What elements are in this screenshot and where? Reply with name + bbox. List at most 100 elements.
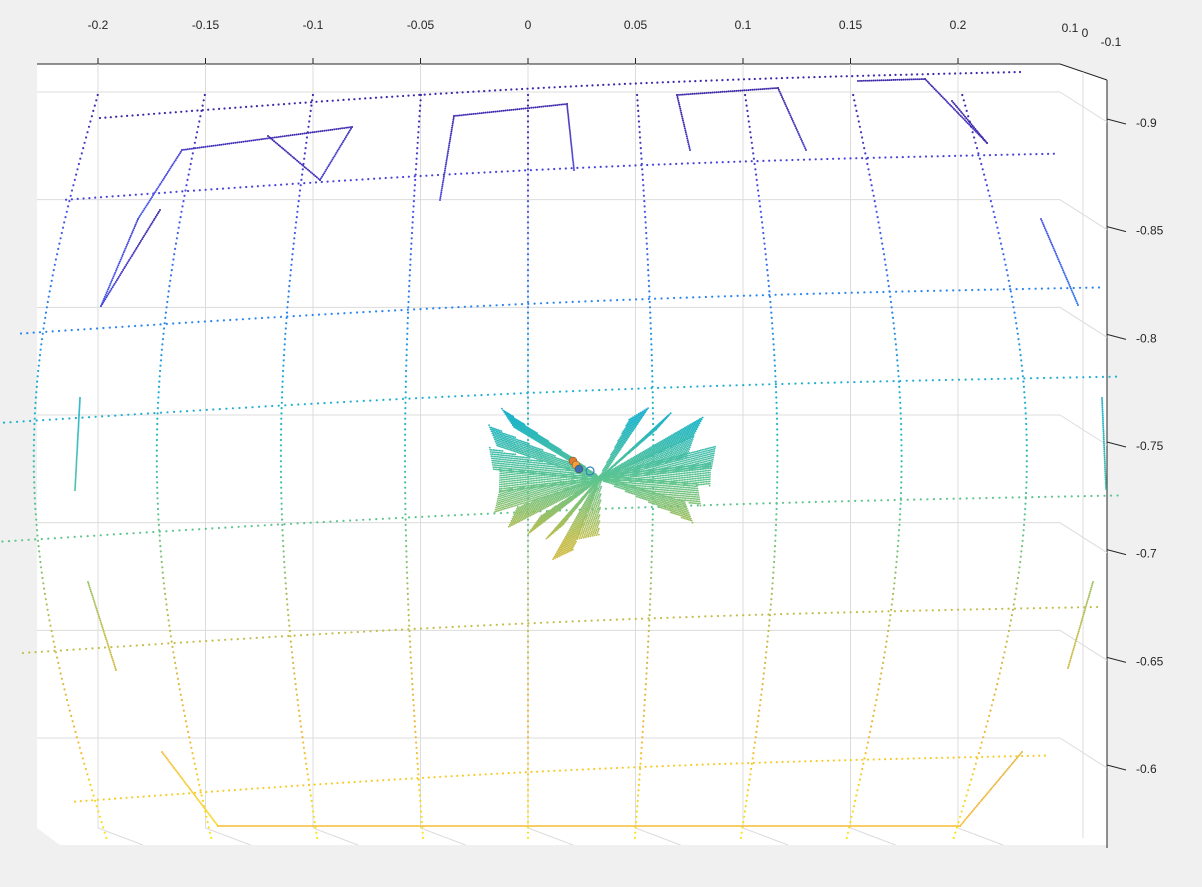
grid-point xyxy=(303,157,306,160)
grid-point xyxy=(603,299,606,302)
grid-point xyxy=(750,141,753,144)
grid-point xyxy=(997,778,1000,781)
grid-point xyxy=(1011,496,1014,499)
fan-point xyxy=(531,445,534,448)
grid-point xyxy=(456,91,459,94)
grid-point xyxy=(644,688,647,691)
grid-point xyxy=(1070,495,1073,498)
grid-point xyxy=(747,115,750,118)
grid-point xyxy=(186,178,189,181)
grid-point xyxy=(184,189,187,192)
grid-point xyxy=(770,761,773,764)
fan-point xyxy=(556,468,559,471)
grid-point xyxy=(644,216,647,219)
grid-point xyxy=(156,187,159,190)
grid-point xyxy=(965,817,968,820)
grid-point xyxy=(526,131,530,134)
grid-point xyxy=(212,818,215,821)
grid-point xyxy=(563,825,565,827)
grid-point xyxy=(439,199,441,201)
grid-point xyxy=(47,650,50,653)
grid-point xyxy=(292,247,295,250)
grid-point xyxy=(526,757,530,760)
grid-point xyxy=(336,782,339,785)
grid-point xyxy=(943,72,946,75)
fan-point xyxy=(519,452,522,455)
grid-point xyxy=(287,290,290,293)
grid-point xyxy=(268,184,271,187)
grid-point xyxy=(83,328,86,331)
fan-point xyxy=(517,444,520,447)
grid-point xyxy=(526,799,530,803)
fan-point xyxy=(528,450,531,452)
grid-point xyxy=(676,96,679,98)
grid-point xyxy=(900,481,903,484)
grid-point xyxy=(757,825,759,827)
grid-point xyxy=(722,503,726,506)
grid-point xyxy=(622,298,625,301)
grid-point xyxy=(569,137,572,139)
grid-point xyxy=(229,825,231,827)
grid-point xyxy=(450,91,453,95)
grid-point xyxy=(160,555,163,558)
grid-point xyxy=(451,825,453,827)
grid-point xyxy=(954,154,957,157)
grid-point xyxy=(941,96,944,99)
grid-point xyxy=(391,825,393,827)
grid-point xyxy=(196,109,199,112)
fan-point xyxy=(553,460,556,462)
grid-point xyxy=(250,139,253,142)
grid-point xyxy=(136,245,139,247)
grid-point xyxy=(1056,256,1059,259)
grid-point xyxy=(130,255,133,258)
grid-point xyxy=(148,795,151,798)
grid-point xyxy=(317,130,320,133)
grid-point xyxy=(190,789,193,792)
grid-point xyxy=(663,386,666,389)
grid-point xyxy=(555,825,557,827)
grid-point xyxy=(837,157,841,160)
grid-point xyxy=(957,821,960,824)
grid-point xyxy=(411,216,414,219)
grid-point xyxy=(969,756,972,759)
grid-point xyxy=(779,159,782,162)
grid-point xyxy=(539,621,543,624)
grid-point xyxy=(166,411,169,414)
grid-point xyxy=(982,608,985,611)
grid-point xyxy=(476,112,479,115)
fan-point xyxy=(528,446,530,449)
grid-point xyxy=(565,825,567,827)
grid-point xyxy=(404,491,407,495)
grid-point xyxy=(758,200,761,203)
grid-point xyxy=(402,175,405,179)
grid-point xyxy=(106,294,109,297)
grid-point xyxy=(952,101,955,104)
grid-point xyxy=(131,253,134,256)
grid-point xyxy=(526,285,530,288)
grid-point xyxy=(408,635,411,638)
fan-point xyxy=(540,452,543,455)
grid-point xyxy=(302,784,305,787)
grid-point xyxy=(9,421,12,424)
grid-point xyxy=(506,170,509,173)
fan-point xyxy=(502,409,504,412)
grid-point xyxy=(491,825,493,827)
grid-point xyxy=(1026,754,1029,758)
grid-point xyxy=(270,523,273,527)
grid-point xyxy=(568,123,571,125)
fan-point xyxy=(510,445,513,448)
grid-point xyxy=(413,714,416,718)
grid-point xyxy=(486,512,489,515)
grid-point xyxy=(178,152,181,155)
grid-point xyxy=(1019,354,1022,357)
fan-point xyxy=(538,453,541,456)
grid-point xyxy=(613,83,616,86)
grid-point xyxy=(1025,454,1028,457)
fan-point xyxy=(573,470,576,472)
fan-point xyxy=(498,440,500,442)
grid-point xyxy=(410,247,413,250)
grid-point xyxy=(43,592,47,596)
grid-point xyxy=(593,166,597,169)
grid-point xyxy=(613,825,615,827)
grid-point xyxy=(400,309,403,312)
